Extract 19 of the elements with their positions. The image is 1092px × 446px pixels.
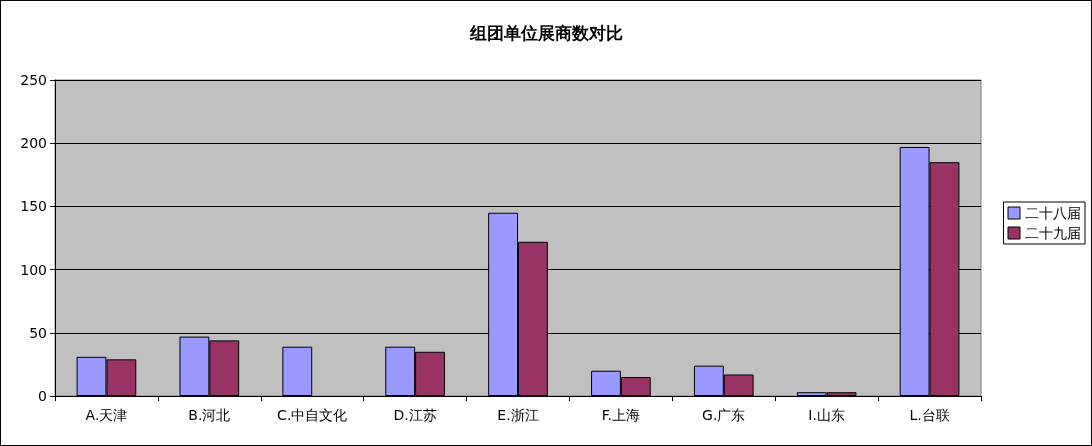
y-tick-label: 200	[20, 135, 47, 152]
x-tick-label: D.江苏	[393, 407, 437, 423]
x-tick-label: C.中自文化	[277, 407, 348, 423]
bar	[282, 346, 313, 396]
legend-label: 二十九届	[1025, 225, 1081, 241]
y-tick-label: 150	[20, 198, 47, 215]
x-tick-label: E.浙江	[497, 407, 539, 423]
legend-label: 二十八届	[1025, 205, 1081, 221]
x-tick-label: B.河北	[188, 407, 231, 423]
x-tick-label: A.天津	[85, 407, 128, 423]
y-tick-label: 250	[20, 72, 47, 88]
x-tick-label: L.台联	[909, 407, 950, 423]
x-tick-label: I.山东	[808, 407, 845, 423]
x-tick-label: G.广东	[702, 407, 746, 423]
y-tick-label: 0	[38, 388, 47, 404]
y-tick-label: 100	[20, 261, 47, 278]
chart-title: 组团单位展商数对比	[468, 22, 623, 43]
y-tick-label: 50	[29, 324, 47, 341]
x-tick-label: F.上海	[601, 407, 641, 423]
